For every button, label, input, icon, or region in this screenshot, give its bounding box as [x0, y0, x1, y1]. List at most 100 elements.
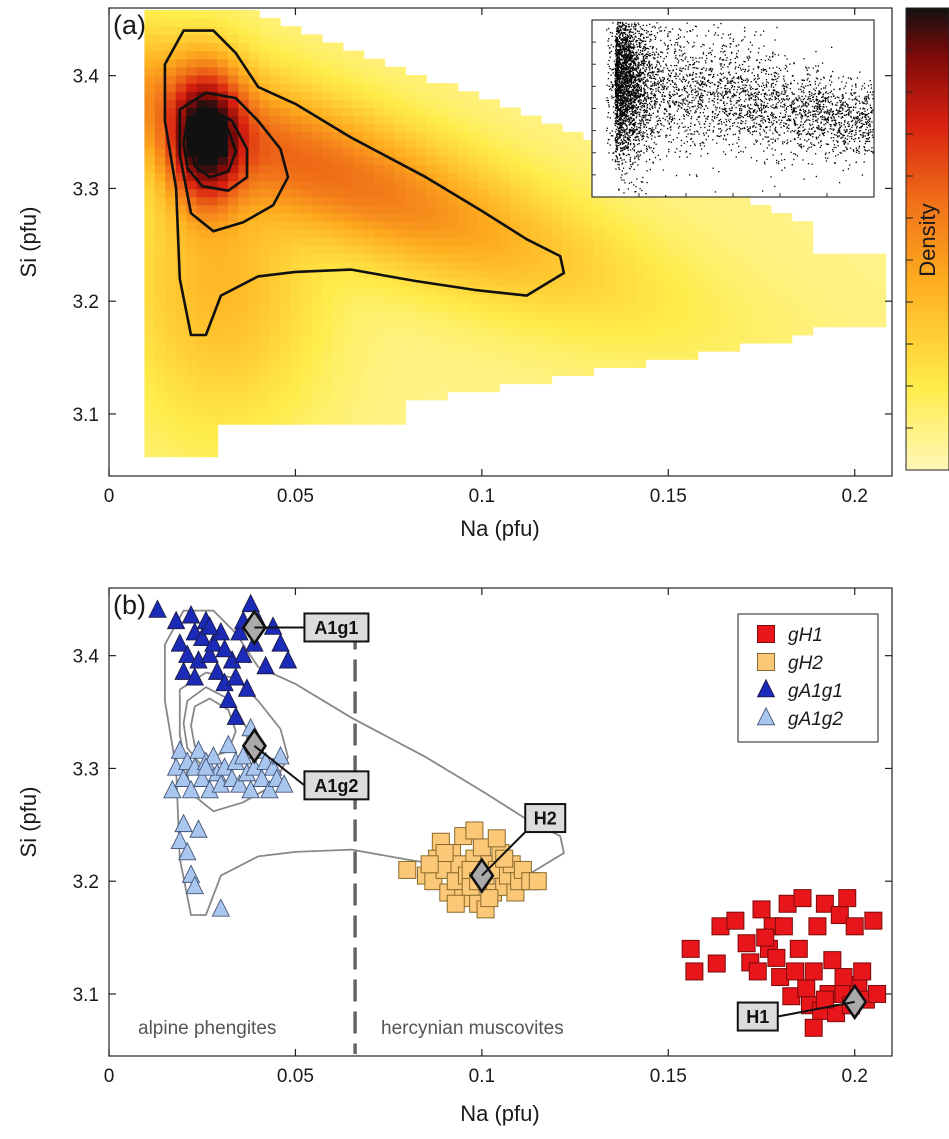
heatmap-cell	[342, 351, 354, 360]
inset-point	[807, 84, 809, 87]
heatmap-cell	[217, 286, 229, 295]
inset-point	[628, 182, 631, 184]
inset-point	[649, 55, 651, 57]
heatmap-cell	[165, 66, 177, 76]
heatmap-cell	[332, 42, 344, 52]
inset-point	[865, 97, 868, 99]
heatmap-cell	[186, 83, 198, 92]
heatmap-cell	[311, 74, 323, 84]
inset-point	[646, 57, 648, 59]
inset-point	[757, 83, 759, 86]
heatmap-cell	[749, 318, 761, 328]
inset-point	[636, 79, 638, 81]
inset-point	[633, 98, 635, 100]
heatmap-cell	[342, 74, 354, 84]
inset-point	[632, 162, 634, 164]
heatmap-cell	[562, 164, 574, 174]
inset-point	[762, 138, 764, 140]
heatmap-cell	[227, 42, 239, 52]
heatmap-cell	[749, 277, 761, 287]
heatmap-cell	[394, 229, 407, 238]
heatmap-cell	[572, 286, 584, 295]
heatmap-cell	[593, 326, 605, 336]
heatmap-cell	[374, 74, 386, 84]
heatmap-cell	[687, 334, 699, 344]
heatmap-cell	[499, 326, 511, 336]
heatmap-cell	[457, 180, 469, 190]
inset-point	[763, 95, 766, 97]
heatmap-cell	[426, 115, 438, 125]
heatmap-cell	[311, 359, 323, 368]
heatmap-cell	[165, 245, 177, 255]
inset-point	[675, 50, 677, 52]
heatmap-cell	[196, 74, 208, 84]
heatmap-cell	[363, 204, 375, 214]
heatmap-cell	[175, 440, 187, 450]
heatmap-cell	[238, 156, 250, 165]
inset-point	[628, 63, 630, 65]
heatmap-cell	[447, 294, 459, 303]
inset-point	[711, 116, 714, 118]
heatmap-cell	[290, 237, 302, 247]
heatmap-cell	[207, 156, 219, 165]
heatmap-cell	[687, 221, 699, 230]
heatmap-cell	[436, 237, 448, 247]
heatmap-cell	[269, 74, 281, 84]
inset-point	[649, 119, 651, 121]
heatmap-cell	[729, 318, 741, 328]
inset-point	[683, 118, 685, 120]
inset-point	[773, 75, 776, 77]
inset-point	[640, 35, 642, 37]
heatmap-cell	[165, 277, 177, 287]
heatmap-cell	[447, 277, 459, 287]
heatmap-cell	[217, 229, 229, 238]
heatmap-cell	[363, 115, 375, 125]
inset-point	[763, 93, 765, 95]
inset-point	[611, 84, 614, 86]
heatmap-cell	[165, 286, 177, 295]
heatmap-cell	[603, 294, 615, 303]
inset-point	[732, 133, 734, 136]
inset-point	[731, 109, 733, 112]
heatmap-cell	[165, 416, 177, 425]
heatmap-cell	[499, 310, 511, 320]
inset-point	[790, 119, 792, 121]
heatmap-cell	[468, 310, 480, 320]
inset-point	[623, 49, 626, 51]
inset-point	[786, 126, 788, 128]
inset-point	[752, 68, 755, 70]
heatmap-cell	[227, 58, 239, 68]
heatmap-cell	[248, 237, 260, 247]
heatmap-cell	[875, 269, 887, 279]
inset-point	[815, 87, 817, 89]
heatmap-cell	[280, 399, 292, 409]
heatmap-cell	[144, 123, 156, 133]
heatmap-cell	[415, 99, 427, 109]
inset-point	[726, 57, 728, 59]
heatmap-cell	[238, 407, 250, 417]
heatmap-cell	[394, 115, 407, 125]
heatmap-cell	[144, 432, 156, 441]
inset-point	[744, 106, 746, 108]
inset-point	[683, 85, 686, 87]
inset-point	[839, 132, 841, 134]
inset-point	[674, 86, 676, 89]
heatmap-cell	[301, 351, 313, 360]
heatmap-cell	[311, 286, 323, 295]
heatmap-cell	[363, 269, 375, 279]
inset-point	[675, 88, 678, 91]
heatmap-cell	[447, 286, 459, 295]
heatmap-cell	[655, 302, 668, 312]
inset-point	[763, 101, 765, 104]
heatmap-cell	[269, 286, 281, 295]
heatmap-cell	[321, 253, 333, 263]
inset-point	[753, 99, 755, 101]
heatmap-cell	[770, 269, 782, 279]
inset-point	[654, 100, 656, 102]
heatmap-cell	[457, 172, 469, 182]
heatmap-cell	[301, 164, 313, 174]
heatmap-cell	[144, 213, 156, 222]
heatmap-cell	[384, 172, 396, 182]
inset-point	[812, 114, 815, 116]
heatmap-cell	[175, 58, 187, 68]
